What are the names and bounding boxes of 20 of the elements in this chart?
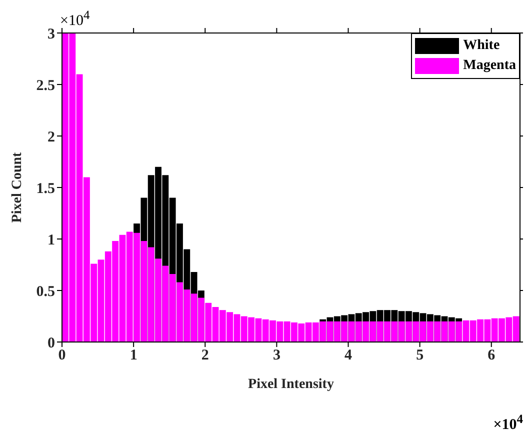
y-tick-label: 1.5 <box>36 180 55 197</box>
x-tick-label: 6 <box>488 348 496 364</box>
x-tick-label: 3 <box>272 348 280 364</box>
y-tick-label: 3 <box>48 26 55 42</box>
x-tick-label: 0 <box>58 348 66 364</box>
y-tick-label: 0 <box>48 335 55 352</box>
y-tick-label: 0.5 <box>36 284 55 300</box>
legend-label: Magenta <box>462 57 516 75</box>
y-tick-label: 1 <box>48 232 55 248</box>
y-tick-label: 2 <box>48 129 55 146</box>
y-axis-title: Pixel Count <box>10 152 25 223</box>
legend-label: White <box>462 37 501 55</box>
x-tick-label: 1 <box>130 348 138 364</box>
text: ×10$^{4}$ <box>493 412 523 434</box>
x-tick-label: 4 <box>344 348 352 364</box>
text: ×10$^{4}$ <box>60 8 90 30</box>
x-axis-title: Pixel Intensity <box>248 377 334 392</box>
y-tick-label: 2.5 <box>36 78 55 94</box>
x-tick-label: 5 <box>416 348 424 364</box>
x-tick-label: 2 <box>201 348 209 364</box>
